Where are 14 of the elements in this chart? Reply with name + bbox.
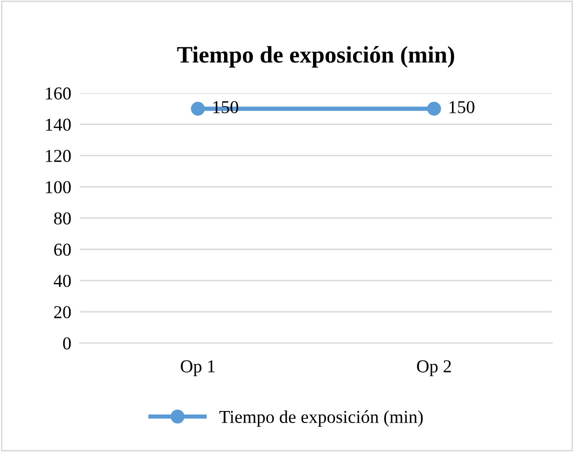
y-tick-label: 160: [46, 87, 71, 100]
y-tick-label: 0: [63, 337, 71, 350]
data-label: 150: [450, 101, 474, 114]
x-tick-label: Op 1: [180, 360, 215, 376]
y-tick-label: 120: [46, 150, 71, 162]
chart-title: Tiempo de exposición (min): [177, 46, 454, 68]
y-tick-label: 100: [46, 181, 71, 194]
y-tick-label: 20: [54, 306, 71, 318]
x-tick-label: Op 2: [417, 360, 451, 376]
y-tick-label: 80: [54, 212, 71, 225]
y-tick-label: 140: [46, 118, 71, 131]
y-tick-label: 40: [54, 274, 71, 288]
y-tick-label: 60: [54, 244, 71, 256]
legend-label: Tiempo de exposición (min): [219, 410, 423, 427]
